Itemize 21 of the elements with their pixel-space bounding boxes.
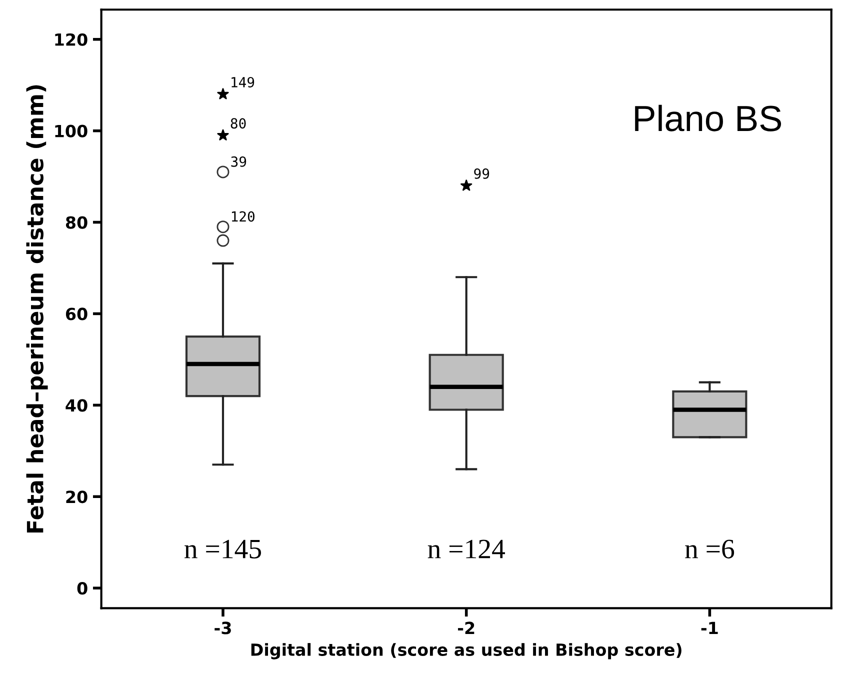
x-tick-label: -3: [214, 622, 231, 634]
annotation: n =124: [428, 540, 505, 558]
y-tick-label: 100: [55, 124, 88, 138]
y-tick-label: 60: [66, 308, 88, 320]
x-tick-label: -1: [701, 622, 718, 634]
y-tick-label: 120: [55, 33, 88, 46]
y-tick-label: 40: [66, 399, 88, 412]
x-axis-title: Digital station (score as used in Bishop score): [251, 643, 682, 660]
annotation: 80: [230, 118, 246, 129]
y-axis-title: Fetal head–perineum distance (mm): [26, 85, 48, 532]
y-tick-label: 20: [66, 490, 88, 504]
annotation: 120: [232, 211, 254, 222]
annotation: n =6: [685, 540, 734, 558]
y-tick-label: 0: [77, 582, 88, 595]
annotation: 39: [231, 156, 246, 167]
annotation: n =145: [184, 540, 261, 558]
annotation: 99: [474, 168, 490, 179]
y-tick-label: 80: [66, 216, 88, 229]
x-tick-label: -2: [458, 622, 474, 634]
annotation: Plano BS: [635, 104, 782, 132]
annotation: 149: [232, 76, 254, 88]
